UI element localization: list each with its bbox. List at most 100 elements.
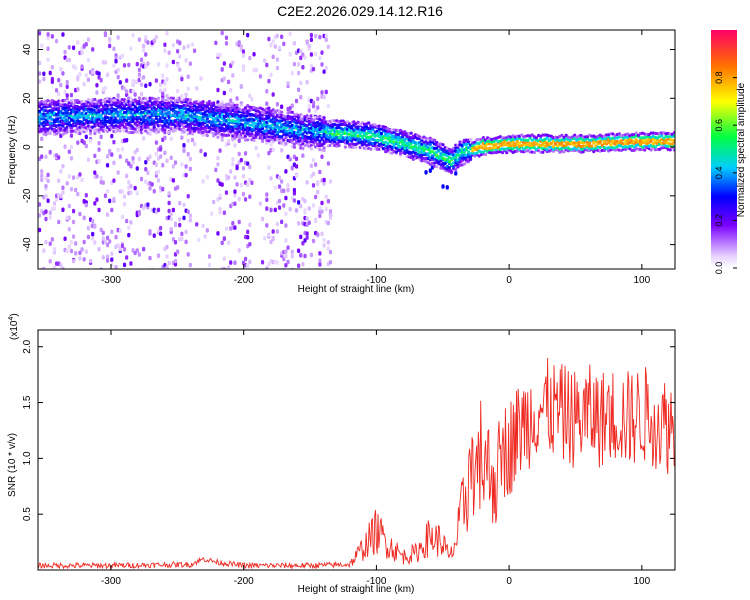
spectrogram-cell [97,246,101,252]
spectrogram-cell [379,138,384,142]
spectrogram-cell [284,195,288,201]
spectrogram-cell [305,80,309,85]
spectrogram-cell [112,160,116,166]
spectrogram-cell [91,236,95,241]
spectrogram-cell [133,113,137,117]
spectrogram-cell [165,254,169,259]
spectrogram-cell [135,61,139,67]
spectrogram-cell [180,236,184,242]
spectrogram-cell [95,90,99,95]
spectrogram-cell [69,248,74,254]
spectrogram-cell [271,92,275,97]
spectrogram-cell [52,206,57,211]
spectrogram-cell [309,63,313,69]
spectrogram-cell [203,234,207,239]
spectrogram-cell [114,264,118,269]
spectrogram-cell [435,165,439,169]
spectrogram-cell [80,247,84,252]
spectrogram-cell [59,262,63,268]
spectrogram-cell [318,251,322,256]
spectrogram-cell [352,120,356,124]
spectrogram-cell [131,160,135,165]
spectrogram-cell [84,193,88,198]
spectrogram-cell [320,231,324,237]
spectrogram-cell [290,249,294,255]
spectrogram-cell [129,46,133,51]
spectrogram-cell [275,57,280,62]
spectrogram-cell [48,258,52,264]
spectrogram-cell [144,35,148,40]
spectrogram-cell [305,39,309,44]
spectrogram-cell [235,96,239,101]
spectrogram-cell [78,71,82,77]
spectrogram-cell [241,49,246,54]
spectrogram-cell [80,64,84,69]
spectrogram-cell [169,155,173,160]
spectrogram-cell [54,88,59,93]
spectrogram-cell [294,98,299,104]
spectrogram-cell [57,178,61,184]
spectrogram-cell [135,166,139,171]
spectrogram-cell [186,74,190,79]
spectrogram-cell [118,110,122,114]
spectrogram-cell [500,151,505,155]
spectrogram-cell [541,150,545,154]
spectrogram-cell [122,63,127,68]
spectrogram-cell [203,152,207,157]
spectrogram-cell [103,123,108,127]
spectrogram-cell [171,59,175,65]
spectrogram-cell [180,94,184,100]
spectrogram-cell [280,110,284,114]
spectrogram-cell [38,202,42,207]
spectrogram-cell [267,78,271,84]
spectrogram-cell [142,246,146,252]
spectrogram-cell [288,31,292,37]
spectrogram-cell [122,262,127,268]
spectrogram-cell [76,191,80,197]
spectrogram-cell [284,169,288,174]
spectrogram-cell [93,240,97,245]
colorbar-ticks: 0.0 0.2 0.4 0.6 0.8 [714,71,737,274]
spectrogram-cell [309,252,313,258]
spectrogram-cell [475,151,479,155]
spectrogram-cell [297,61,301,67]
spectrogram-cell [178,54,182,59]
spectrogram-cell [241,191,246,197]
spectrogram-cell [237,196,241,202]
spectrogram-cell [101,180,105,185]
spectrogram-cell [93,223,97,228]
spectrogram-cell [333,140,337,144]
spectrogram-cell [284,253,288,259]
spectrogram-cell [171,207,175,213]
spectrogram-cell [48,70,52,76]
spectrogram-cell [469,138,473,142]
snr-y-ticks: 0.5 1.0 1.5 2.0 [22,339,675,521]
spectrogram-cell [84,202,88,208]
spectrogram-cell [237,219,241,225]
spectrogram-x-tick-label: 0 [506,275,512,286]
spectrogram-cell [318,169,322,175]
spectrogram-cell [311,203,316,208]
spectrogram-cell [154,78,158,83]
spectrogram-cell [116,93,120,98]
spectrogram-cell [517,147,522,151]
spectrogram-cell [180,231,184,237]
spectrogram-cell [144,83,148,88]
snr-x-tick-label: -100 [366,576,386,587]
spectrogram-cell [67,203,71,209]
spectrogram-cell [471,144,475,148]
spectrogram-cell [224,41,229,46]
spectrogram-cell [188,156,192,162]
spectrogram-cell [184,239,188,245]
spectrogram-cell [282,188,286,194]
spectrogram-cell [167,191,171,196]
spectrogram-cell [341,119,345,123]
spectrogram-cell [40,43,44,48]
spectrogram-cell [273,44,277,49]
spectrogram-cell [165,98,169,103]
spectrogram-cell [241,173,246,179]
spectrogram-cell [309,37,313,42]
spectrogram-cell [241,166,246,171]
spectrogram-cell [233,201,237,206]
spectrogram-cell [303,238,307,243]
